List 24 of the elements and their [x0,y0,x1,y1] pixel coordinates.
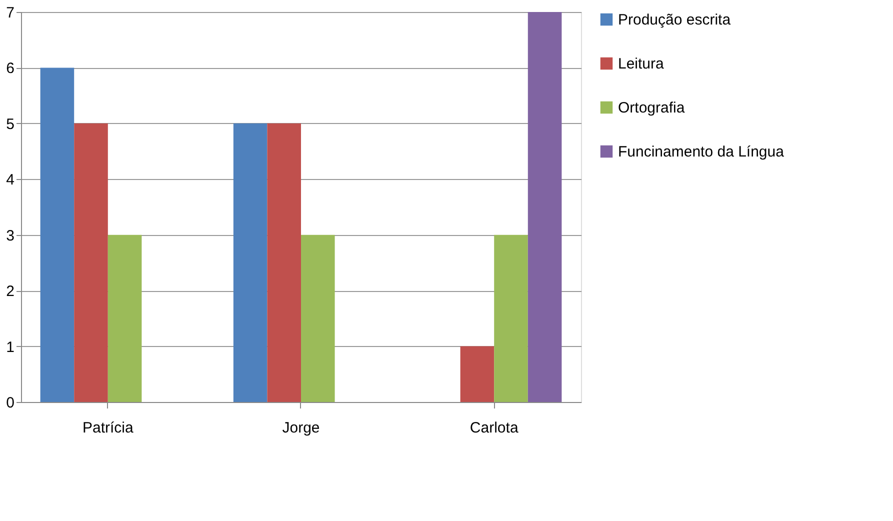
bar [233,123,268,402]
legend-label: Ortografia [618,100,686,116]
y-tick-label: 5 [6,116,14,133]
legend-label: Produção escrita [618,12,732,28]
bar [267,123,301,402]
y-tick-label: 2 [6,283,14,300]
y-tick-label: 1 [6,338,14,356]
x-tick-label: Patrícia [82,420,134,436]
bar [528,12,562,402]
bar [460,346,494,402]
x-tick-label: Jorge [282,420,320,436]
bar [494,234,528,402]
y-tick-label: 0 [6,394,14,412]
x-tick-label: Carlota [470,420,519,436]
y-tick-label: 7 [6,4,14,22]
y-tick-label: 4 [6,172,14,189]
legend-label: Funcinamento da Língua [618,144,785,160]
bar [108,234,142,402]
y-tick-label: 3 [6,227,14,244]
bar [301,234,335,402]
bar [74,123,108,402]
y-tick-label: 6 [6,60,14,78]
legend-label: Leitura [618,56,665,72]
bar [40,68,74,402]
